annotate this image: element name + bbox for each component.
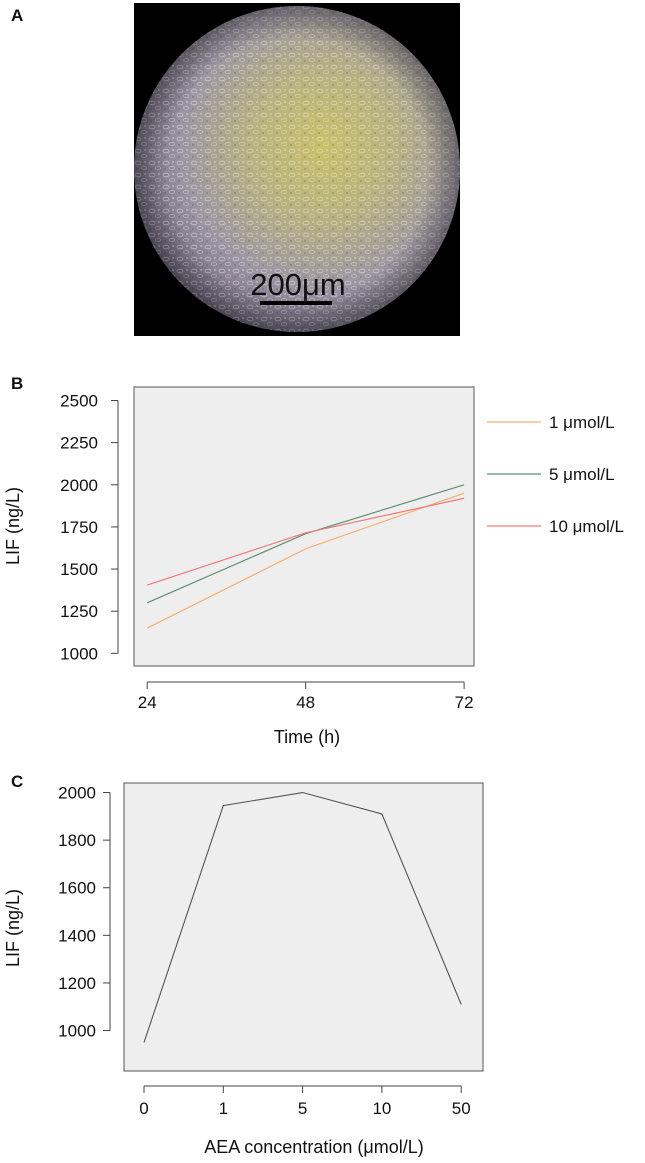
- legend-label: 10 μmol/L: [549, 517, 624, 536]
- scale-bar: [260, 301, 332, 305]
- plot-area: [133, 386, 475, 667]
- lif-concentration-chart: 1000 1200 1400 1600 1800 2000 0 1 5 10 50 LIF (ng…: [3, 782, 484, 1157]
- y-axis-label: LIF (ng/L): [3, 487, 23, 565]
- x-axis-label: Time (h): [274, 727, 340, 747]
- legend: 1 μmol/L 5 μmol/L 10 μmol/L: [487, 413, 624, 536]
- y-tick-label: 1000: [58, 1022, 96, 1041]
- y-tick-label: 1250: [60, 602, 98, 621]
- series-line-2: [146, 484, 465, 604]
- panel-label-a: A: [11, 6, 24, 25]
- x-tick-label: 0: [139, 1099, 148, 1118]
- y-tick-label: 1200: [58, 974, 96, 993]
- cell-micrograph: 200μm: [134, 3, 460, 336]
- y-tick-label: 1750: [60, 518, 98, 537]
- x-tick-label: 48: [296, 693, 315, 712]
- plot-area: [123, 782, 484, 1072]
- scale-bar-label: 200μm: [250, 267, 345, 302]
- series-lines: [143, 791, 462, 1043]
- y-axis-label: LIF (ng/L): [3, 889, 23, 967]
- y-tick-label: 1000: [60, 644, 98, 663]
- y-tick-label: 2000: [60, 476, 98, 495]
- panel-label-b: B: [11, 374, 24, 393]
- x-tick-label: 5: [298, 1099, 307, 1118]
- panel-label-c: C: [11, 772, 24, 791]
- x-axis: 0 1 5 10 50: [139, 1085, 471, 1118]
- lif-time-chart: 1000 1250 1500 1750 2000 2250 2500 24 48 72 1 μm…: [3, 386, 624, 747]
- series-line-3: [147, 497, 465, 586]
- y-tick-label: 1600: [58, 879, 96, 898]
- x-tick-label: 1: [219, 1099, 228, 1118]
- y-tick-label: 1800: [58, 831, 96, 850]
- y-axis: 1000 1200 1400 1600 1800 2000: [58, 784, 111, 1041]
- x-tick-label: 72: [455, 693, 474, 712]
- legend-label: 1 μmol/L: [549, 413, 615, 432]
- x-tick-label: 24: [138, 693, 157, 712]
- series-line-1: [143, 791, 462, 1043]
- x-tick-label: 50: [452, 1099, 471, 1118]
- series-lines: [146, 484, 465, 629]
- x-tick-label: 10: [372, 1099, 391, 1118]
- y-tick-label: 2000: [58, 784, 96, 803]
- x-axis-label: AEA concentration (μmol/L): [204, 1137, 423, 1157]
- legend-label: 5 μmol/L: [549, 465, 615, 484]
- y-tick-label: 2500: [60, 391, 98, 410]
- y-tick-label: 1400: [58, 926, 96, 945]
- x-axis: 24 48 72: [138, 681, 474, 712]
- y-tick-label: 1500: [60, 560, 98, 579]
- y-axis: 1000 1250 1500 1750 2000 2250 2500: [60, 391, 119, 663]
- micrograph-image: 200μm: [134, 6, 460, 332]
- y-tick-label: 2250: [60, 434, 98, 453]
- series-line-1: [146, 492, 465, 629]
